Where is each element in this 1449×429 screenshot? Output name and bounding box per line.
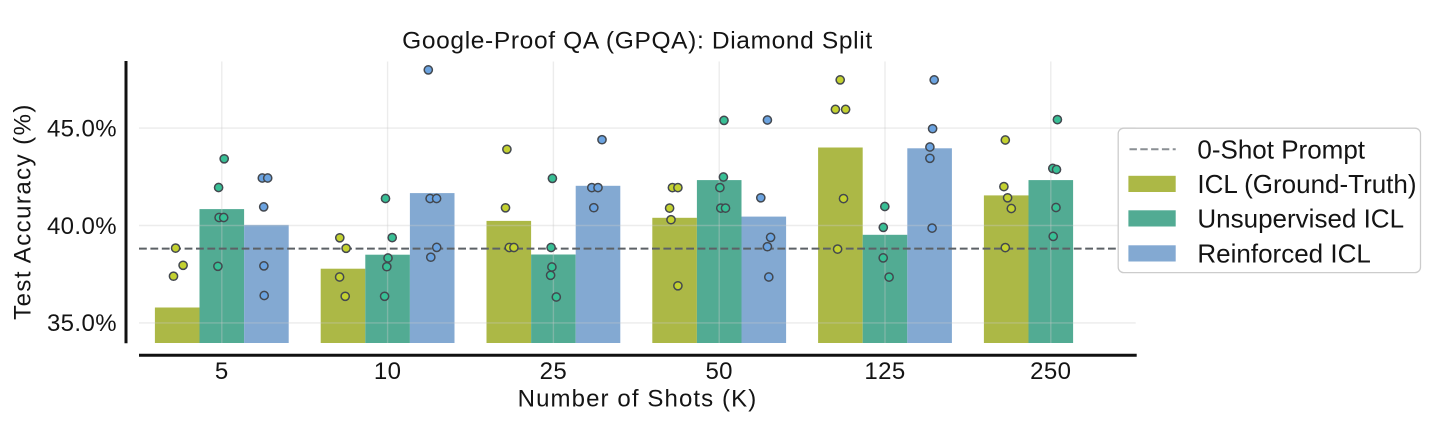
svg-text:10: 10 [374,358,402,385]
svg-text:ICL (Ground-Truth): ICL (Ground-Truth) [1197,169,1416,199]
svg-text:Reinforced ICL: Reinforced ICL [1197,239,1370,269]
svg-text:45.0%: 45.0% [47,115,117,142]
svg-text:125: 125 [864,358,905,385]
svg-text:5: 5 [215,358,229,385]
svg-text:Google-Proof QA (GPQA): Diamon: Google-Proof QA (GPQA): Diamond Split [402,28,873,55]
svg-text:40.0%: 40.0% [47,213,117,240]
svg-text:Number of Shots (K): Number of Shots (K) [518,386,758,413]
svg-text:250: 250 [1030,358,1071,385]
svg-text:35.0%: 35.0% [47,310,117,337]
svg-text:25: 25 [540,358,568,385]
svg-text:Test Accuracy (%): Test Accuracy (%) [10,103,37,320]
svg-text:50: 50 [705,358,733,385]
svg-text:Unsupervised ICL: Unsupervised ICL [1197,204,1404,234]
svg-text:0-Shot Prompt: 0-Shot Prompt [1197,134,1365,164]
